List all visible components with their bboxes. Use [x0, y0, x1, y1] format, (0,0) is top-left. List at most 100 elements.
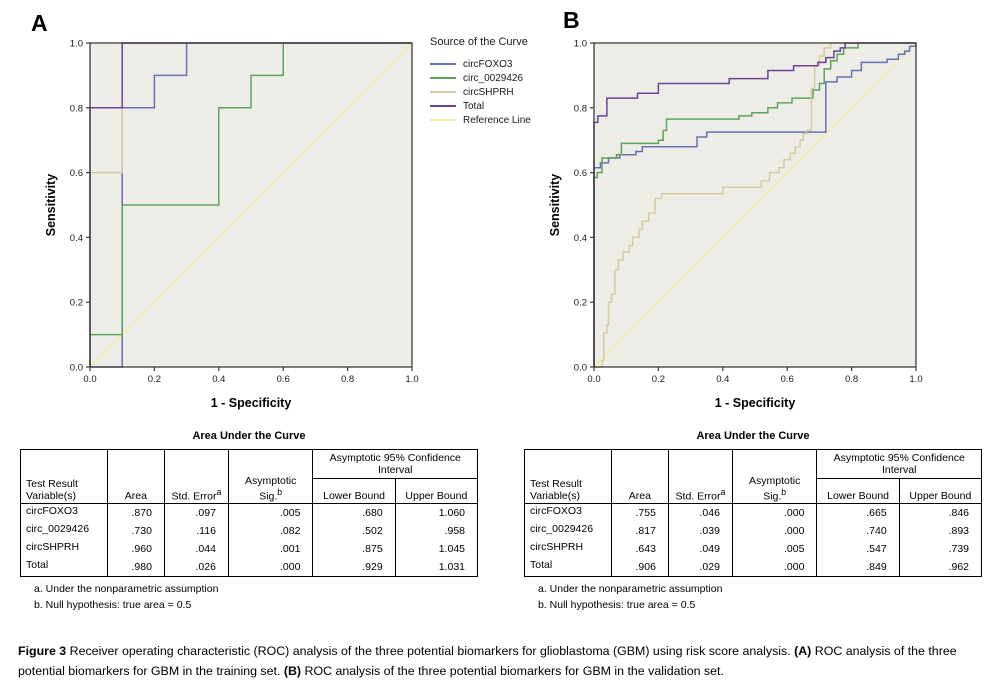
auc-table-training-section: Area Under the Curve Test Result Variabl… — [20, 430, 479, 615]
y-tick-label: 0.0 — [70, 363, 83, 374]
cell-upper-bound: .962 — [898, 558, 983, 577]
table-title: Area Under the Curve — [192, 430, 306, 442]
auc-table-validation: Test Result Variable(s) Area Std. Errora… — [524, 449, 983, 577]
y-tick-label: 1.0 — [70, 39, 83, 50]
circfoxo3-line-swatch — [430, 63, 456, 65]
cell-area: .730 — [106, 522, 165, 540]
cell-variable: circSHPRH — [20, 540, 108, 558]
cell-upper-bound: .739 — [898, 540, 983, 558]
cell-sig: .001 — [227, 540, 314, 558]
x-tick-label: 0.2 — [148, 374, 161, 385]
table-row: circ_0029426 .817 .039 .000 .740 .893 — [524, 522, 983, 540]
cell-upper-bound: .958 — [394, 522, 479, 540]
y-tick-label: 0.8 — [70, 103, 83, 114]
cell-sig: .005 — [227, 503, 314, 522]
y-tick-label: 0.4 — [70, 233, 83, 244]
cell-upper-bound: 1.045 — [394, 540, 479, 558]
cell-area: .980 — [106, 558, 165, 577]
y-tick-label: 0.4 — [574, 233, 587, 244]
caption-b-label: (B) — [283, 664, 302, 679]
cell-sig: .000 — [731, 522, 818, 540]
legend-item-circ-0029426: circ_0029426 — [430, 71, 580, 85]
x-tick-label: 1.0 — [909, 374, 922, 385]
legend-label: Total — [463, 100, 485, 112]
cell-area: .960 — [106, 540, 165, 558]
cell-variable: circFOXO3 — [524, 503, 612, 522]
roc-curve-circ-0029426 — [89, 42, 412, 367]
auc-table-validation-section: Area Under the Curve Test Result Variabl… — [524, 430, 983, 615]
x-tick-label: 0.4 — [716, 374, 729, 385]
cell-std-error: .029 — [667, 558, 733, 577]
table-row: Total .906 .029 .000 .849 .962 — [524, 558, 983, 577]
roc-chart-validation-set: 0.0 0.2 0.4 0.6 0.8 1.0 0.0 0.2 0.4 0.6 0.8 1.0 1 - … — [548, 39, 923, 411]
legend-item-circfoxo3: circFOXO3 — [430, 57, 580, 71]
cell-lower-bound: .502 — [312, 522, 396, 540]
cell-lower-bound: .547 — [816, 540, 900, 558]
col-header-test-result-variables: Test Result Variable(s) — [20, 449, 108, 504]
caption-text: ROC analysis of the three potential biom… — [18, 644, 957, 679]
roc-curve-reference-line — [89, 42, 413, 368]
roc-curve-circshprh — [594, 42, 916, 368]
legend-label: circSHPRH — [463, 86, 514, 98]
cell-variable: Total — [524, 558, 612, 577]
col-header-upper-bound: Upper Bound — [898, 478, 983, 504]
cell-variable: circ_0029426 — [20, 522, 108, 540]
roc-curve-circ-0029426 — [593, 42, 916, 367]
cell-area: .817 — [610, 522, 669, 540]
col-header-upper-bound: Upper Bound — [394, 478, 479, 504]
panel-label-b: B — [563, 7, 581, 33]
cell-std-error: .116 — [163, 522, 229, 540]
cell-area: .643 — [610, 540, 669, 558]
table-row: circSHPRH .960 .044 .001 .875 1.045 — [20, 540, 479, 558]
caption-figure-label: Figure 3 — [18, 644, 67, 658]
roc-curve-total — [593, 42, 916, 367]
x-tick-label: 1.0 — [405, 374, 418, 385]
x-tick-label: 0.6 — [277, 374, 290, 385]
footnote-a: a. Under the nonparametric assumption — [34, 583, 219, 595]
col-header-lower-bound: Lower Bound — [312, 478, 396, 504]
footnote-a: a. Under the nonparametric assumption — [538, 583, 723, 595]
y-axis-label: Sensitivity — [548, 174, 562, 237]
x-tick-label: 0.2 — [652, 374, 665, 385]
cell-std-error: .049 — [667, 540, 733, 558]
cell-upper-bound: .893 — [898, 522, 983, 540]
col-header-std-error: Std. Errora — [163, 449, 229, 504]
cell-sig: .082 — [227, 522, 314, 540]
x-tick-label: 0.6 — [781, 374, 794, 385]
table-title: Area Under the Curve — [696, 430, 810, 442]
legend-label: circFOXO3 — [463, 58, 513, 70]
y-tick-label: 1.0 — [574, 39, 587, 50]
legend-item-reference-line: Reference Line — [430, 113, 580, 127]
table-row: circFOXO3 .755 .046 .000 .665 .846 — [524, 503, 983, 522]
cell-std-error: .097 — [163, 503, 229, 522]
cell-lower-bound: .665 — [816, 503, 900, 522]
caption-text: Receiver operating characteristic (ROC) … — [66, 644, 795, 658]
cell-sig: .000 — [227, 558, 314, 577]
cell-std-error: .044 — [163, 540, 229, 558]
cell-upper-bound: .846 — [898, 503, 983, 522]
x-tick-label: 0.8 — [845, 374, 858, 385]
table-row: circFOXO3 .870 .097 .005 .680 1.060 — [20, 503, 479, 522]
legend-label: circ_0029426 — [463, 72, 524, 84]
legend-label: Reference Line — [463, 114, 531, 126]
plot-frame — [89, 42, 413, 368]
col-header-ci-group: Asymptotic 95% Confidence Interval — [816, 449, 982, 479]
cell-upper-bound: 1.031 — [394, 558, 479, 577]
footnote-b: b. Null hypothesis: true area = 0.5 — [34, 599, 192, 611]
x-tick-label: 0.0 — [83, 374, 96, 385]
roc-chart-training-set: 0.0 0.2 0.4 0.6 0.8 1.0 0.0 0.2 0.4 0.6 0.8 1.0 1 - … — [44, 39, 419, 411]
cell-lower-bound: .929 — [312, 558, 396, 577]
x-axis-label: 1 - Specificity — [715, 396, 796, 410]
col-header-test-result-variables: Test Result Variable(s) — [524, 449, 612, 504]
y-tick-label: 0.6 — [574, 168, 587, 179]
cell-area: .755 — [610, 503, 669, 522]
y-tick-label: 0.6 — [70, 168, 83, 179]
cell-variable: Total — [20, 558, 108, 577]
y-tick-label: 0.2 — [574, 298, 587, 309]
cell-variable: circSHPRH — [524, 540, 612, 558]
caption-a-label: (A) — [794, 644, 812, 658]
circshprh-line-swatch — [430, 91, 456, 93]
x-tick-label: 0.4 — [212, 374, 225, 385]
caption-text: ROC analysis of the three potential biom… — [301, 664, 724, 679]
